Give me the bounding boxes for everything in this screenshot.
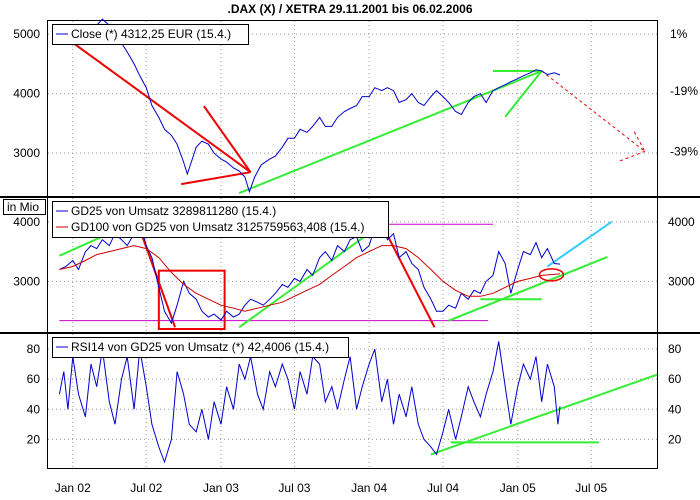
y-tick-labels: 3000 4000 5000 1% -19% -39% 3000 3000 4000 4000 20… bbox=[13, 27, 698, 446]
legend-label: RSI14 von GD25 von Umsatz (*) 42,4006 (1… bbox=[71, 340, 329, 354]
x-tick-label: Jan 04 bbox=[351, 481, 387, 495]
y-tick-label-right: 60 bbox=[668, 372, 682, 386]
right-percent-label: 1% bbox=[670, 27, 688, 41]
trend-line bbox=[203, 105, 252, 173]
series-line bbox=[59, 18, 561, 194]
y-tick-label: 20 bbox=[27, 432, 41, 446]
y-tick-label-right: 40 bbox=[668, 402, 682, 416]
trend-line bbox=[380, 223, 436, 328]
trend-line bbox=[619, 150, 645, 162]
x-tick-label: Jul 04 bbox=[427, 481, 459, 495]
trend-line bbox=[504, 70, 543, 118]
y-tick-label: 60 bbox=[27, 372, 41, 386]
legend-box bbox=[52, 201, 389, 238]
volume-unit-label: in Mio bbox=[7, 200, 39, 214]
legends: Close (*) 4312,25 EUR (15.4.) GD25 von Um… bbox=[52, 24, 389, 358]
x-tick-label: Jul 05 bbox=[575, 481, 607, 495]
legend-box bbox=[52, 337, 349, 358]
price-panel-frame bbox=[47, 20, 658, 197]
trend-line bbox=[180, 171, 251, 186]
trend-line bbox=[58, 32, 252, 173]
chart-title: .DAX (X) / XETRA 29.11.2001 bis 06.02.20… bbox=[227, 2, 473, 16]
y-tick-label: 40 bbox=[27, 402, 41, 416]
legend-label: GD100 von GD25 von Umsatz 3125759563,408… bbox=[71, 220, 365, 234]
legend-label: GD25 von Umsatz 3289811280 (15.4.) bbox=[71, 204, 276, 218]
trend-line bbox=[238, 223, 383, 329]
trend-annotations bbox=[58, 32, 658, 456]
x-tick-label: Jan 02 bbox=[55, 481, 91, 495]
trend-line bbox=[633, 131, 646, 152]
right-percent-label: -39% bbox=[670, 144, 698, 158]
trend-line bbox=[546, 221, 613, 268]
x-tick-label: Jul 03 bbox=[278, 481, 310, 495]
trend-line bbox=[430, 373, 658, 456]
series-line bbox=[59, 245, 561, 312]
trend-line bbox=[448, 256, 608, 322]
series-line bbox=[58, 341, 561, 464]
y-tick-label-right: 4000 bbox=[668, 215, 695, 229]
y-tick-label-right: 20 bbox=[668, 432, 682, 446]
y-tick-label: 5000 bbox=[13, 27, 40, 41]
trend-line bbox=[238, 70, 543, 194]
volume-unit-box bbox=[3, 199, 46, 215]
trend-line bbox=[541, 70, 646, 152]
y-tick-label-right: 3000 bbox=[668, 274, 695, 288]
x-tick-labels: Jan 02 Jul 02 Jan 03 Jul 03 Jan 04 Jul 04 Jan … bbox=[55, 481, 608, 495]
y-tick-label: 4000 bbox=[13, 215, 40, 229]
y-tick-label: 3000 bbox=[13, 146, 40, 160]
legend-box bbox=[52, 24, 249, 45]
series-lines bbox=[58, 18, 561, 464]
y-tick-label: 80 bbox=[27, 342, 41, 356]
highlight-box bbox=[157, 269, 226, 331]
x-tick-label: Jan 05 bbox=[500, 481, 536, 495]
x-tick-label: Jan 03 bbox=[203, 481, 239, 495]
y-tick-label: 4000 bbox=[13, 87, 40, 101]
y-tick-label-right: 80 bbox=[668, 342, 682, 356]
right-percent-label: -19% bbox=[670, 84, 698, 98]
highlight-ellipse bbox=[538, 268, 565, 282]
y-tick-label: 3000 bbox=[13, 274, 40, 288]
legend-label: Close (*) 4312,25 EUR (15.4.) bbox=[71, 27, 231, 41]
x-tick-label: Jul 02 bbox=[130, 481, 162, 495]
